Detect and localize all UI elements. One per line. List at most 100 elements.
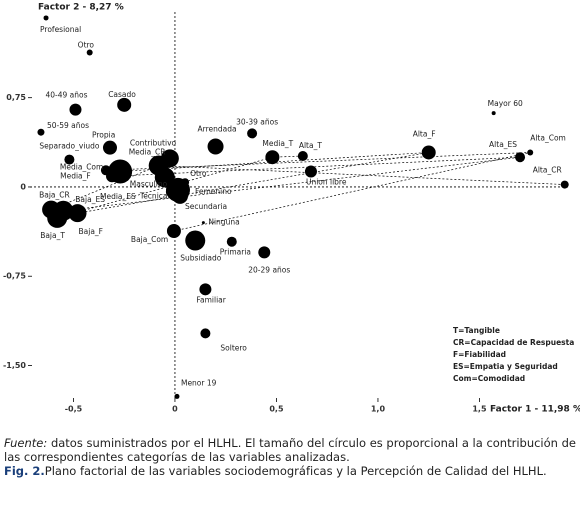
point-label: Alta_CR xyxy=(533,166,562,175)
point-label: Propia xyxy=(92,131,115,140)
point xyxy=(172,187,189,204)
point xyxy=(491,111,496,116)
point-label: Alta_F xyxy=(413,129,436,138)
x-tick-label: -0,5 xyxy=(65,405,83,414)
point-label: Familiar xyxy=(196,295,226,304)
point xyxy=(47,207,68,228)
point-label: Profesional xyxy=(40,25,81,34)
source-note: Fuente: datos suministrados por el HLHL.… xyxy=(4,436,576,464)
point-label: Alta_Com xyxy=(530,133,566,142)
connector xyxy=(158,165,565,185)
point-label: Baja_Com xyxy=(131,235,168,244)
figure-caption: Fig. 2.Plano factorial de las variables … xyxy=(4,464,576,478)
point-label: Alta_T xyxy=(299,141,323,150)
point xyxy=(199,283,212,296)
source-text: datos suministrados por el HLHL. El tama… xyxy=(4,436,576,464)
x-tick-label: 1,0 xyxy=(371,405,386,414)
y-tick-label: -0,75 xyxy=(3,272,26,281)
point xyxy=(43,15,49,21)
point-label: Media_T xyxy=(262,139,293,148)
y-axis-title: Factor 2 - 8,27 % xyxy=(38,3,124,13)
legend-entry: Com=Comodidad xyxy=(453,374,525,383)
point-label: Secundaria xyxy=(185,202,227,211)
point xyxy=(68,204,87,223)
point xyxy=(166,223,181,238)
point-label: Arrendada xyxy=(198,124,237,133)
point-label: Tecnica xyxy=(139,192,168,201)
point xyxy=(37,128,45,136)
x-tick-label: 0,5 xyxy=(269,405,284,414)
point xyxy=(560,180,569,189)
point-label: Casado xyxy=(108,90,136,99)
point xyxy=(527,149,534,156)
y-tick-label: 0 xyxy=(20,182,26,191)
point xyxy=(247,128,258,139)
point-label: Contributivo xyxy=(130,138,177,147)
point xyxy=(515,152,526,163)
chart: Factor 2 - 8,27 % Factor 1 - 11,98 % 0,7… xyxy=(3,3,580,415)
point xyxy=(174,393,180,399)
point-label: Baja_ES xyxy=(75,195,105,204)
legend-entry: T=Tangible xyxy=(453,326,500,335)
point xyxy=(102,140,117,155)
point-label: Baja_T xyxy=(40,231,65,240)
point-label: Menor 19 xyxy=(181,378,217,387)
point-label: Media_F xyxy=(60,171,91,180)
point-label: Union libre xyxy=(306,177,347,186)
point xyxy=(69,103,82,116)
point-label: Subsidiado xyxy=(180,254,221,263)
x-tick-label: 1,5 xyxy=(472,405,487,414)
figure-text: Plano factorial de las variables sociode… xyxy=(44,464,547,478)
point xyxy=(421,145,436,160)
figure-label: Fig. 2. xyxy=(4,464,45,478)
point-label: Femenino xyxy=(195,187,232,196)
point-label: Baja_CR xyxy=(39,191,70,200)
point xyxy=(226,236,237,247)
point-label: Media_Com xyxy=(60,162,103,171)
point-label: 30-39 años xyxy=(236,117,278,126)
connector xyxy=(77,152,429,214)
connector xyxy=(120,152,429,172)
point xyxy=(200,328,211,339)
connector xyxy=(50,165,159,210)
point-label: Primaria xyxy=(220,248,251,257)
y-tick-label: -1,50 xyxy=(3,361,26,370)
point-label: 40-49 años xyxy=(45,91,87,100)
point xyxy=(106,170,119,183)
point-label: Media_ES xyxy=(100,192,136,201)
point xyxy=(64,154,75,165)
caption: Fuente: datos suministrados por el HLHL.… xyxy=(4,436,576,478)
point-label: Otro xyxy=(78,40,95,49)
point-label: Otro xyxy=(190,169,207,178)
connector xyxy=(63,156,521,212)
point-label: Ninguna xyxy=(208,218,239,227)
point-label: Alta_ES xyxy=(489,140,517,149)
point-label: Mayor 60 xyxy=(488,99,523,108)
legend-entry: F=Fiabilidad xyxy=(453,350,506,359)
point-label: 50-59 años xyxy=(47,121,89,130)
point xyxy=(201,221,205,225)
point-label: 20-29 años xyxy=(248,265,290,274)
point xyxy=(258,246,271,259)
x-axis-title: Factor 1 - 11,98 % xyxy=(490,405,580,415)
point xyxy=(86,49,93,56)
point xyxy=(185,230,206,251)
point xyxy=(117,97,132,112)
connector xyxy=(173,152,531,232)
source-label: Fuente: xyxy=(4,436,48,450)
point xyxy=(297,151,308,162)
legend-entry: CR=Capacidad de Respuesta xyxy=(453,338,574,347)
connector xyxy=(105,152,531,171)
point-label: Soltero xyxy=(220,343,247,352)
point xyxy=(207,138,224,155)
point xyxy=(304,165,317,178)
x-tick-label: 0 xyxy=(172,405,178,414)
point-label: Baja_F xyxy=(79,227,104,236)
connector xyxy=(111,156,521,177)
legend-entry: ES=Empatia y Seguridad xyxy=(453,362,558,371)
point-label: Separado_viudo xyxy=(39,142,100,151)
y-tick-label: 0,75 xyxy=(6,93,26,102)
point xyxy=(265,150,280,165)
point-label: Masculino xyxy=(130,179,168,188)
